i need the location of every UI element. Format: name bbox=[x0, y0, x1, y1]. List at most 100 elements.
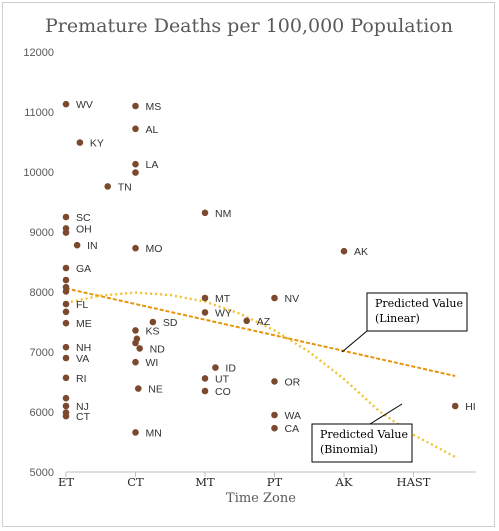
data-label: NE bbox=[148, 384, 163, 396]
data-label: SC bbox=[76, 212, 91, 224]
data-label: FL bbox=[76, 299, 88, 311]
data-label: VA bbox=[76, 353, 89, 365]
data-label: NJ bbox=[76, 401, 89, 413]
data-point bbox=[62, 213, 70, 221]
y-tick-label: 8000 bbox=[30, 287, 54, 299]
data-point bbox=[62, 402, 70, 410]
x-tick-label: AK bbox=[335, 475, 353, 489]
data-label: GA bbox=[76, 263, 91, 275]
data-point bbox=[132, 160, 139, 168]
data-point bbox=[340, 247, 348, 255]
data-label: WY bbox=[215, 307, 232, 319]
data-point bbox=[212, 364, 219, 371]
data-point bbox=[132, 125, 139, 133]
x-tick-label: HAST bbox=[397, 475, 431, 489]
y-tick-label: 10000 bbox=[23, 167, 54, 179]
data-label: WI bbox=[146, 357, 159, 369]
x-tick-label: PT bbox=[267, 475, 283, 489]
data-label: AL bbox=[146, 124, 159, 136]
x-tick-label: ET bbox=[58, 475, 74, 489]
data-point bbox=[201, 309, 209, 316]
data-point bbox=[62, 288, 70, 295]
data-label: CT bbox=[76, 411, 91, 423]
data-label: NV bbox=[285, 293, 300, 305]
data-point bbox=[132, 429, 139, 436]
callout-text: (Binomial) bbox=[320, 443, 378, 456]
data-label: MS bbox=[146, 101, 162, 113]
data-label: LA bbox=[146, 159, 159, 171]
callout-box bbox=[366, 292, 468, 332]
callout-text: Predicted Value bbox=[375, 297, 463, 310]
data-label: WV bbox=[76, 99, 93, 111]
data-point bbox=[62, 394, 70, 402]
data-label: HI bbox=[465, 401, 476, 413]
data-point bbox=[76, 139, 84, 146]
y-tick-label: 9000 bbox=[30, 227, 54, 239]
data-point bbox=[132, 358, 139, 366]
data-point bbox=[132, 102, 139, 110]
y-tick-label: 11000 bbox=[24, 107, 54, 119]
data-point bbox=[451, 402, 459, 410]
linear-trendline bbox=[65, 287, 456, 377]
data-label: IN bbox=[87, 240, 98, 252]
data-point bbox=[201, 387, 209, 395]
data-point bbox=[201, 209, 209, 217]
data-point bbox=[271, 378, 278, 385]
data-label: MT bbox=[215, 293, 231, 305]
data-label: CA bbox=[285, 423, 300, 435]
data-label: ID bbox=[225, 363, 236, 375]
data-point bbox=[136, 345, 143, 352]
data-label: KY bbox=[90, 138, 104, 150]
chart-frame bbox=[2, 2, 495, 527]
callout-leader-line bbox=[341, 330, 368, 353]
data-label: CO bbox=[215, 386, 231, 398]
data-label: ME bbox=[76, 318, 92, 330]
data-point bbox=[62, 229, 70, 236]
data-label: NM bbox=[215, 208, 231, 220]
data-point bbox=[132, 169, 139, 176]
data-label: MO bbox=[146, 243, 163, 255]
data-point bbox=[62, 308, 70, 316]
x-tick-label: CT bbox=[127, 475, 144, 489]
data-point bbox=[62, 354, 70, 362]
data-label: UT bbox=[215, 373, 230, 385]
data-point bbox=[132, 244, 139, 252]
data-point bbox=[62, 343, 70, 351]
data-point bbox=[62, 412, 70, 420]
data-label: AK bbox=[354, 246, 368, 258]
data-point bbox=[243, 317, 250, 325]
data-point bbox=[271, 424, 278, 432]
data-label: TN bbox=[118, 181, 132, 193]
data-point bbox=[104, 183, 111, 190]
y-axis-ticks: 5000 6000 7000 8000 9000 10000 11000 12000 bbox=[23, 47, 54, 479]
callout-text: Predicted Value bbox=[320, 428, 408, 441]
data-point bbox=[62, 276, 70, 284]
data-label: AZ bbox=[257, 316, 271, 328]
data-label: MN bbox=[146, 427, 162, 439]
data-point bbox=[132, 339, 139, 347]
data-point bbox=[149, 318, 157, 326]
x-axis-title: Time Zone bbox=[226, 491, 296, 506]
x-tick-label: MT bbox=[195, 475, 215, 489]
data-label: OR bbox=[285, 376, 301, 388]
data-label: KS bbox=[146, 325, 160, 337]
y-tick-label: 5000 bbox=[30, 467, 54, 479]
trendline-callouts: Predicted Value (Linear) Predicted Value (B… bbox=[311, 292, 468, 463]
data-label: RI bbox=[76, 373, 87, 385]
data-label: OH bbox=[76, 223, 92, 235]
data-point bbox=[62, 374, 70, 382]
y-tick-label: 6000 bbox=[30, 407, 54, 419]
data-label: NH bbox=[76, 342, 91, 354]
data-label: WA bbox=[285, 410, 302, 422]
y-tick-label: 12000 bbox=[23, 47, 54, 59]
data-point bbox=[62, 319, 70, 327]
data-label: ND bbox=[150, 343, 166, 355]
data-point bbox=[62, 300, 70, 308]
data-point bbox=[201, 294, 209, 302]
data-point bbox=[271, 294, 278, 302]
data-point bbox=[132, 327, 139, 334]
data-point bbox=[201, 375, 209, 382]
data-point bbox=[62, 264, 70, 272]
